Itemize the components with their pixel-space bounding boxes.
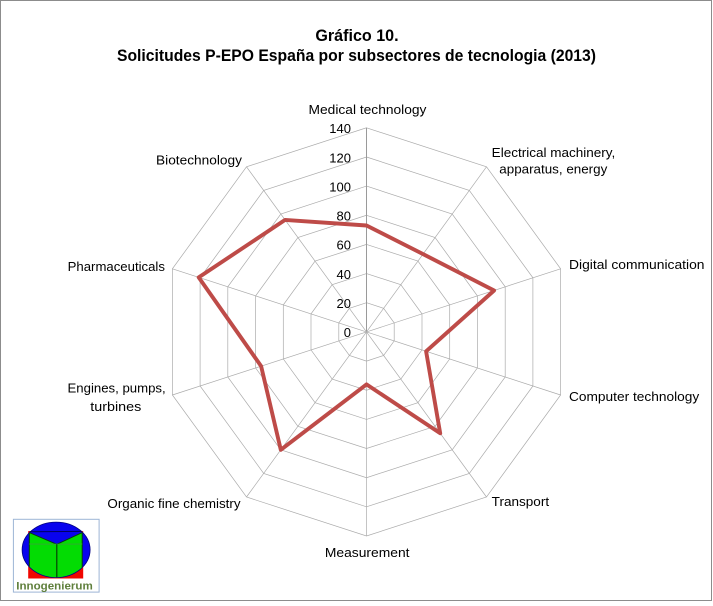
svg-text:Computer technology: Computer technology xyxy=(569,389,700,404)
svg-text:100: 100 xyxy=(329,179,351,194)
svg-text:80: 80 xyxy=(337,209,351,224)
svg-text:60: 60 xyxy=(337,238,351,253)
svg-text:0: 0 xyxy=(344,325,351,340)
svg-text:Transport: Transport xyxy=(492,494,550,509)
svg-text:Biotechnology: Biotechnology xyxy=(156,153,242,168)
svg-text:140: 140 xyxy=(329,121,351,136)
svg-text:Pharmaceuticals: Pharmaceuticals xyxy=(68,259,166,274)
svg-text:Digital communication: Digital communication xyxy=(569,257,705,272)
svg-text:40: 40 xyxy=(337,267,351,282)
svg-text:Solicitudes P-EPO España por s: Solicitudes P-EPO España por subsectores… xyxy=(117,46,596,65)
svg-text:Engines, pumps,: Engines, pumps, xyxy=(68,380,166,395)
svg-text:Measurement: Measurement xyxy=(325,545,410,560)
svg-text:apparatus, energy: apparatus, energy xyxy=(499,161,608,176)
svg-text:Innogenierum: Innogenierum xyxy=(16,580,93,592)
svg-text:Electrical machinery,: Electrical machinery, xyxy=(492,145,616,160)
svg-text:Medical technology: Medical technology xyxy=(309,102,427,117)
svg-text:120: 120 xyxy=(329,150,351,165)
svg-text:turbines: turbines xyxy=(90,399,142,414)
svg-text:Organic fine chemistry: Organic fine chemistry xyxy=(107,496,241,511)
svg-text:Gráfico 10.: Gráfico 10. xyxy=(315,26,398,45)
svg-text:20: 20 xyxy=(337,296,351,311)
